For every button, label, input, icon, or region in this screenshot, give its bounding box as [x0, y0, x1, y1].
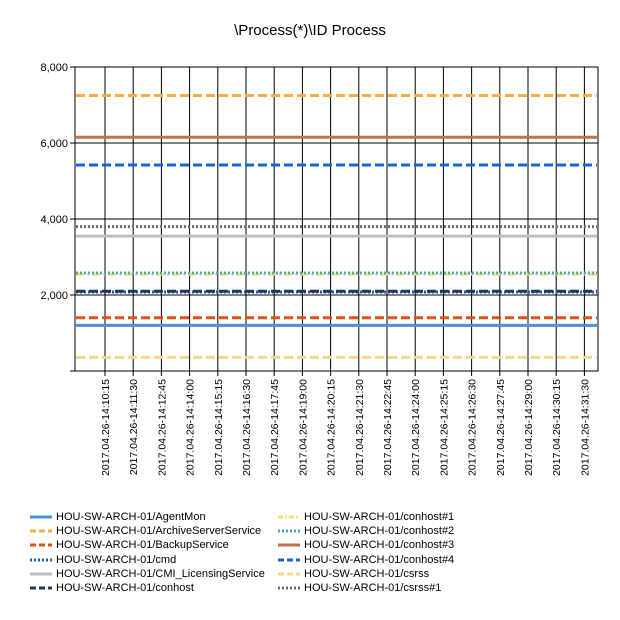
legend-swatch	[30, 543, 52, 547]
x-tick-label: 2017.04.26-14:21:30	[354, 379, 366, 476]
legend-swatch	[278, 515, 300, 519]
x-tick-label: 2017.04.26-14:24:00	[410, 379, 422, 476]
legend-swatch	[278, 586, 300, 590]
y-tick-label: 8,000	[40, 62, 68, 74]
x-tick-label: 2017.04.26-14:19:00	[297, 379, 309, 476]
x-tick-label: 2017.04.26-14:25:15	[438, 379, 450, 476]
legend-swatch	[278, 529, 300, 533]
legend-swatch	[278, 543, 300, 547]
x-tick-label: 2017.04.26-14:15:15	[213, 379, 225, 476]
x-tick-label: 2017.04.26-14:12:45	[156, 379, 168, 476]
legend-label: HOU-SW-ARCH-01/CMI_LicensingService	[56, 567, 265, 580]
legend-label: HOU-SW-ARCH-01/conhost#1	[304, 511, 455, 523]
x-tick-label: 2017.04.26-14:17:45	[269, 379, 281, 476]
y-tick-label: 2,000	[40, 290, 68, 302]
legend-label: HOU-SW-ARCH-01/BackupService	[56, 539, 229, 552]
x-tick-label: 2017.04.26-14:11:30	[128, 379, 140, 475]
legend-label: HOU-SW-ARCH-01/ArchiveServerService	[56, 525, 262, 538]
legend-label: HOU-SW-ARCH-01/csrss	[304, 567, 430, 580]
x-tick-label: 2017.04.26-14:30:15	[551, 379, 563, 476]
legend-label: HOU-SW-ARCH-01/AgentMon	[56, 511, 206, 523]
y-tick-label: 6,000	[40, 138, 68, 150]
x-tick-label: 2017.04.26-14:31:30	[579, 379, 591, 476]
x-tick-label: 2017.04.26-14:27:45	[495, 379, 507, 476]
y-tick-labels: 2,000 4,000 6,000 8,000	[40, 62, 68, 302]
axes	[70, 66, 599, 372]
legend-swatch	[30, 529, 52, 533]
x-tick-labels: 2017.04.26-14:10:15 2017.04.26-14:11:30 20…	[100, 379, 591, 476]
legend-label: HOU-SW-ARCH-01/conhost#4	[304, 553, 455, 566]
legend-swatch	[30, 515, 52, 519]
legend-swatch	[278, 572, 300, 576]
legend-swatch	[30, 586, 52, 590]
legend-swatch	[30, 558, 52, 562]
x-tick-label: 2017.04.26-14:22:45	[382, 379, 394, 476]
legend-label: HOU-SW-ARCH-01/conhost#2	[304, 525, 455, 538]
chart-title: \Process(*)\ID Process	[234, 22, 386, 39]
x-tick-label: 2017.04.26-14:16:30	[241, 379, 253, 476]
plot-area-border	[74, 66, 599, 372]
legend-swatch	[30, 572, 52, 576]
x-tick-label: 2017.04.26-14:14:00	[185, 379, 197, 476]
gridlines	[75, 66, 598, 376]
legend-label: HOU-SW-ARCH-01/conhost#3	[304, 539, 455, 552]
x-tick-label: 2017.04.26-14:26:30	[467, 379, 479, 476]
legend-label: HOU-SW-ARCH-01/csrss#1	[304, 581, 442, 594]
x-tick-label: 2017.04.26-14:29:00	[523, 379, 535, 476]
series-lines	[76, 94, 597, 359]
x-tick-label: 2017.04.26-14:20:15	[326, 379, 338, 476]
legend-label: HOU-SW-ARCH-01/conhost	[56, 581, 194, 594]
y-tick-label: 4,000	[40, 214, 68, 226]
legend-label: HOU-SW-ARCH-01/cmd	[56, 553, 177, 566]
x-tick-label: 2017.04.26-14:10:15	[100, 379, 112, 476]
legend-swatch	[278, 558, 300, 562]
